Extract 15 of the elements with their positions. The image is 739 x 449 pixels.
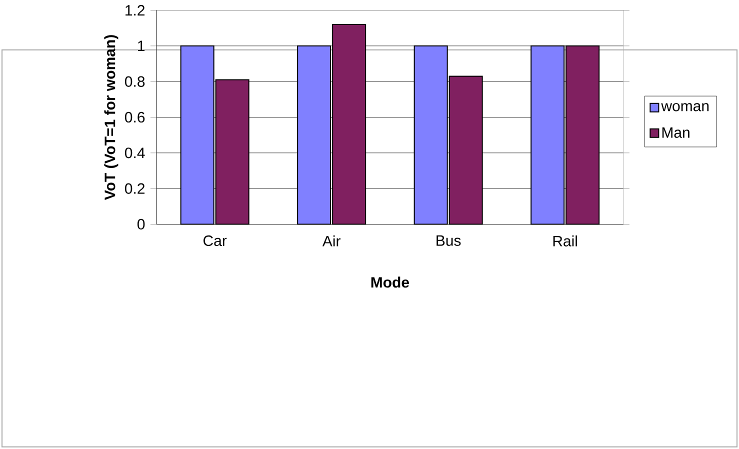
y-axis-title: VoT (VoT=1 for woman) <box>104 35 118 200</box>
x-axis-title: Mode <box>371 276 410 288</box>
x-tick-label: Bus <box>436 235 461 246</box>
y-tick-label: 0 <box>137 218 145 230</box>
y-tick-label: 0.6 <box>124 112 145 123</box>
y-tick-label: 0.2 <box>124 183 144 194</box>
y-tick-label: 0.4 <box>124 148 145 158</box>
y-tick-label: 1 <box>138 40 145 52</box>
x-tick-label: Air <box>322 235 340 246</box>
x-tick-label: Rail <box>553 235 577 246</box>
y-tick-label: 0.8 <box>124 76 145 87</box>
y-tick-label: 1.2 <box>126 5 144 16</box>
legend-label: woman <box>661 103 709 112</box>
x-tick-label: Car <box>204 235 227 246</box>
legend-label: Man <box>662 127 690 138</box>
